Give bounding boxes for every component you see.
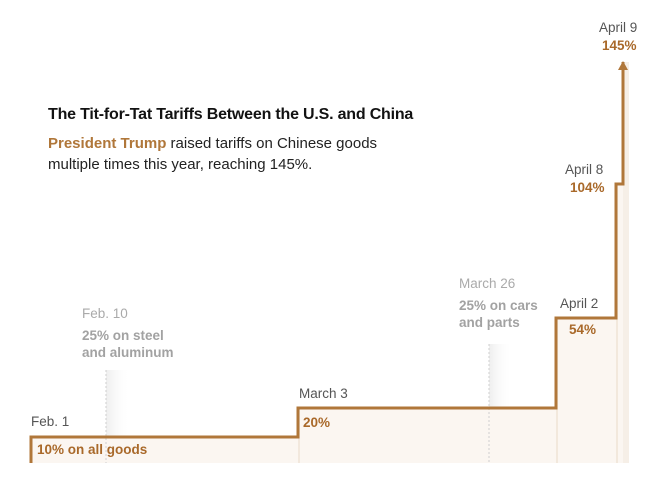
chart-title: The Tit-for-Tat Tariffs Between the U.S.…	[48, 106, 414, 123]
label-date-march3: March 3	[299, 386, 348, 401]
label-date-april9: April 9	[599, 20, 638, 35]
annotation-text-march26-line2: and parts	[459, 315, 520, 330]
step-fill-0	[31, 437, 298, 463]
label-value-april8: 104%	[570, 180, 605, 195]
label-date-april8: April 8	[565, 162, 604, 177]
label-date-april2: April 2	[560, 296, 599, 311]
annotation-date-feb10: Feb. 10	[82, 306, 128, 321]
step-fill-1	[298, 408, 556, 463]
annotation-text-feb10-line2: and aluminum	[82, 345, 174, 360]
step-fill-last	[623, 62, 629, 463]
label-value-feb1: 10% on all goods	[37, 442, 148, 457]
annotation-date-march26: March 26	[459, 276, 516, 291]
tariff-step-line	[29, 62, 625, 463]
label-date-feb1: Feb. 1	[31, 414, 70, 429]
label-value-april9: 145%	[602, 38, 637, 53]
annotation-shade-0	[106, 370, 130, 436]
subtitle-text: raised tariffs on Chinese goods multiple…	[48, 135, 378, 173]
chart-subtitle: President Trump raised tariffs on Chines…	[48, 133, 378, 175]
arrow-up-icon	[618, 61, 628, 70]
annotation-text-march26-line1: 25% on cars	[459, 298, 538, 313]
label-value-march3: 20%	[303, 415, 331, 430]
annotation-shade-1	[489, 344, 513, 408]
annotation-text-feb10-line1: 25% on steel	[82, 328, 164, 343]
subtitle-highlight: President Trump	[48, 135, 167, 152]
label-value-april2: 54%	[569, 322, 597, 337]
step-fill-3	[616, 184, 623, 463]
step-fill-2	[556, 318, 616, 463]
